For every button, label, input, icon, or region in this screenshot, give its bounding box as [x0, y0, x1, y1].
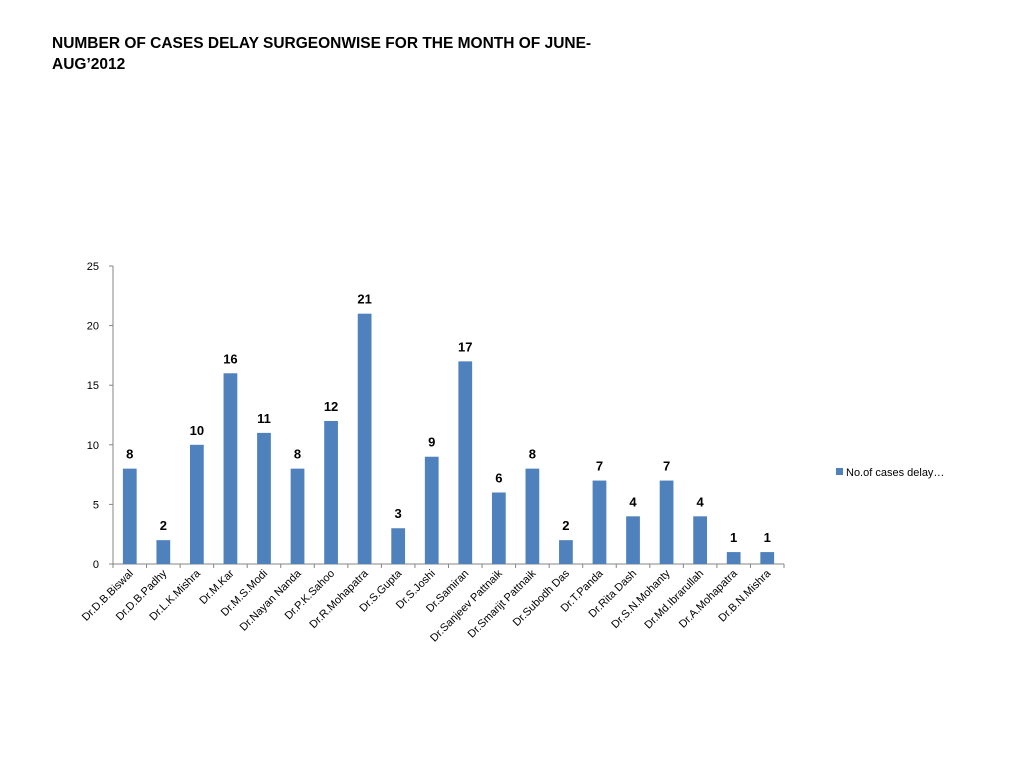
data-label: 7	[596, 459, 603, 474]
category-label: Dr.Nayan Nanda	[238, 567, 305, 634]
data-label: 8	[126, 447, 133, 462]
bar	[693, 516, 708, 564]
bar	[559, 540, 573, 564]
category-labels: Dr.D.B.BiswalDr.D.B.PadhyDr.L.K.MishraDr…	[80, 567, 774, 644]
data-label: 21	[357, 292, 371, 307]
bar	[391, 528, 406, 564]
legend-label: No.of cases delay…	[846, 467, 944, 479]
bar	[760, 552, 775, 564]
bar	[290, 468, 305, 564]
y-tick-label: 15	[87, 380, 99, 392]
bar	[189, 444, 204, 564]
y-axis: 0 5 10 15 20 25	[87, 261, 114, 571]
category-label: Dr.S.N.Mohanty	[609, 567, 673, 631]
data-label: 11	[257, 411, 271, 426]
bar	[357, 313, 372, 564]
bars	[122, 313, 775, 564]
bar	[525, 468, 540, 564]
data-label: 8	[529, 447, 536, 462]
y-tick-label: 0	[93, 559, 99, 571]
data-label: 4	[697, 494, 705, 509]
y-tick-label: 10	[87, 440, 99, 452]
data-label: 6	[495, 470, 502, 485]
data-label: 10	[190, 423, 204, 438]
data-label: 9	[428, 435, 435, 450]
y-tick-label: 20	[87, 321, 99, 333]
data-label: 17	[458, 339, 472, 354]
bar	[592, 480, 607, 564]
bar	[122, 468, 137, 564]
bar	[156, 540, 171, 564]
data-label: 12	[324, 399, 338, 414]
data-label: 3	[395, 506, 402, 521]
data-label: 2	[562, 518, 569, 533]
data-label: 7	[663, 459, 670, 474]
data-label: 1	[730, 530, 737, 545]
bar	[626, 516, 640, 564]
bar	[458, 361, 473, 564]
y-tick-label: 5	[93, 499, 99, 511]
bar	[257, 432, 271, 564]
bar	[491, 492, 506, 564]
bar	[726, 552, 741, 564]
data-label: 16	[223, 351, 237, 366]
chart-title: NUMBER OF CASES DELAY SURGEONWISE FOR TH…	[52, 35, 592, 73]
bar	[659, 480, 674, 564]
category-label: Dr.A.Mohapatra	[677, 567, 741, 631]
x-axis	[112, 563, 785, 568]
data-label: 1	[764, 530, 771, 545]
legend: No.of cases delay…	[836, 467, 944, 479]
category-label: Dr.Md.Ibrarullah	[642, 568, 706, 632]
bar	[223, 373, 238, 564]
bar	[424, 456, 439, 564]
data-label: 8	[294, 447, 301, 462]
data-label: 4	[629, 494, 637, 509]
category-label: Dr.R.Mohapatra	[307, 567, 371, 631]
legend-swatch	[836, 468, 843, 475]
data-label: 2	[160, 518, 167, 533]
bar	[324, 420, 338, 564]
y-tick-label: 25	[87, 261, 99, 273]
